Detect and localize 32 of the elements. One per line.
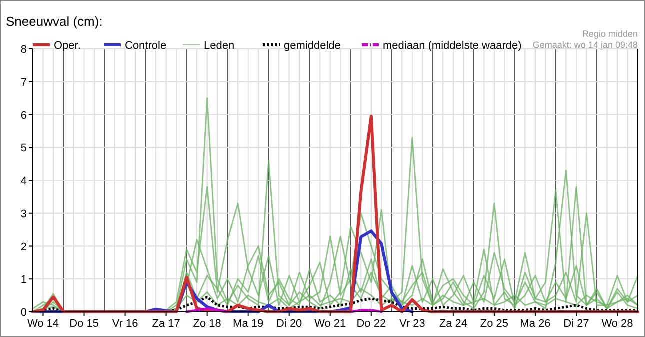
- y-tick-label: 0: [20, 307, 27, 319]
- x-tick-label: Ma 19: [233, 318, 264, 330]
- legend-label: Oper.: [54, 40, 81, 52]
- x-tick-label: Zo 18: [193, 318, 222, 330]
- y-tick-label: 5: [20, 142, 27, 155]
- x-tick-label: Wo 14: [27, 318, 60, 330]
- y-tick-label: 3: [20, 208, 27, 220]
- x-tick-label: Vr 23: [399, 318, 426, 330]
- y-tick-label: 4: [20, 176, 27, 188]
- x-tick-label: Di 20: [276, 318, 302, 330]
- x-tick-label: Di 27: [564, 318, 590, 330]
- x-tick-label: Za 24: [439, 318, 468, 330]
- x-tick-label: Wo 28: [602, 318, 634, 330]
- legend-label: gemiddelde: [284, 40, 341, 52]
- y-tick-label: 8: [20, 44, 27, 56]
- legend-label: mediaan (middelste waarde): [383, 40, 522, 52]
- y-tick-label: 6: [20, 110, 27, 122]
- y-tick-label: 1: [20, 274, 27, 286]
- x-tick-label: Wo 21: [314, 318, 346, 330]
- text: Regio midden: [582, 29, 638, 39]
- x-tick-label: Do 15: [70, 318, 99, 330]
- x-tick-label: Zo 25: [480, 318, 509, 330]
- x-tick-label: Ma 26: [520, 318, 551, 330]
- x-tick-label: Za 17: [152, 318, 180, 330]
- x-tick-label: Vr 16: [112, 318, 138, 330]
- y-tick-label: 7: [20, 76, 27, 89]
- legend-label: Controle: [125, 40, 167, 52]
- annotation: Gemaakt: wo 14 jan 09:48: [532, 40, 638, 50]
- y-tick-label: 2: [20, 241, 27, 254]
- chart-title: Sneeuwval (cm):: [6, 14, 103, 29]
- x-tick-label: Do 22: [356, 318, 386, 330]
- legend-label: Leden: [204, 40, 235, 52]
